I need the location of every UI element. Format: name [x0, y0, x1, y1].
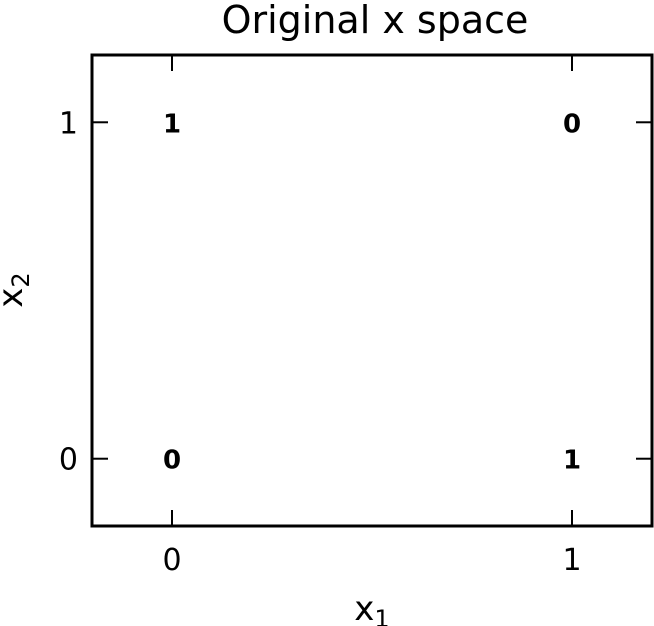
y-axis-label: x2 — [0, 272, 35, 307]
data-point-label-3: 0 — [563, 109, 581, 139]
plot-frame — [90, 53, 654, 528]
data-point-label-2: 1 — [563, 446, 581, 476]
y-tick-label-0: 0 — [59, 443, 78, 478]
x-tick-label-0: 0 — [162, 543, 181, 578]
data-point-label-0: 0 — [163, 446, 181, 476]
y-axis-label-subscript: 2 — [7, 272, 35, 287]
x-axis-label: x1 — [354, 589, 389, 626]
x-tick-label-1: 1 — [562, 543, 581, 578]
data-point-label-1: 1 — [163, 109, 181, 139]
y-axis-label-base: x — [0, 288, 31, 308]
data-points: 0 1 1 0 — [163, 109, 581, 475]
x-axis-label-base: x — [354, 589, 374, 626]
x-axis-label-subscript: 1 — [374, 605, 389, 626]
chart-title: Original x space — [222, 0, 529, 42]
y-tick-label-1: 1 — [59, 106, 78, 141]
axis-ticks: 0 1 0 1 — [59, 55, 652, 578]
